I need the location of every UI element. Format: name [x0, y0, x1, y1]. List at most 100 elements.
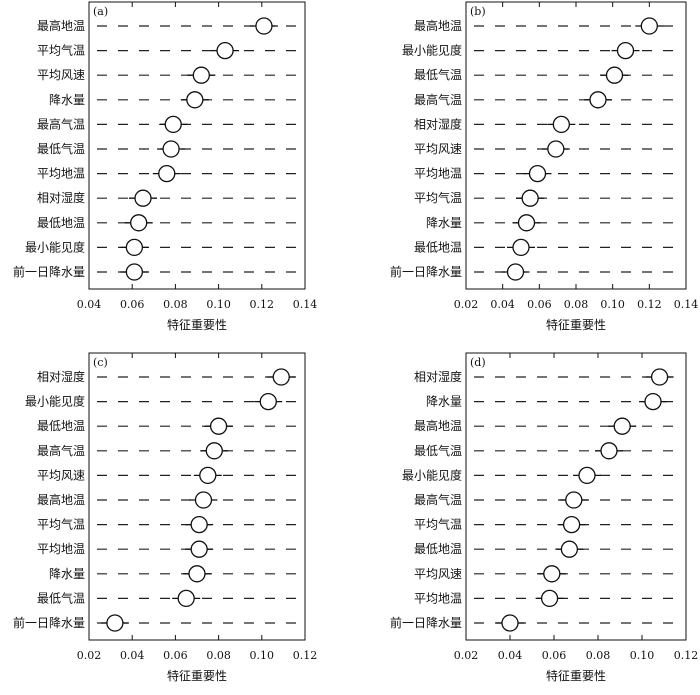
category-label: 最高气温 [37, 443, 85, 458]
category-label: 最高地温 [414, 18, 462, 33]
chart-panel-b: (b) 最高地温最小能见度最低气温最高气温相对湿度平均风速平均地温平均气温降水量最… [390, 1, 699, 332]
data-point [272, 368, 290, 386]
category-label: 相对湿度 [414, 116, 462, 131]
data-point [192, 66, 210, 84]
category-label: 最高气温 [414, 92, 462, 107]
category-label: 最低地温 [37, 216, 85, 230]
x-tick-label: 0.04 [77, 298, 102, 311]
x-tick-label: 0.04 [490, 298, 515, 311]
x-tick-label: 0.06 [120, 298, 145, 311]
category-label: 最低气温 [414, 67, 462, 82]
category-label: 平均地温 [414, 591, 462, 605]
category-label: 最低气温 [37, 141, 85, 156]
data-point [528, 164, 547, 183]
data-point [106, 614, 124, 632]
category-label: 降水量 [49, 93, 85, 107]
chart-panel-d: (d) 相对湿度降水量最高地温最低气温最小能见度最高气温平均气温最低地温平均风速平… [390, 352, 698, 683]
category-label: 最小能见度 [402, 467, 462, 482]
category-label: 最小能见度 [25, 239, 85, 254]
x-axis-label: 特征重要性 [546, 668, 606, 683]
panel-label: (a) [93, 5, 108, 18]
data-point [209, 417, 228, 435]
x-tick-label: 0.10 [600, 298, 625, 311]
x-tick-label: 0.12 [250, 298, 275, 311]
data-point [190, 540, 208, 558]
category-label: 降水量 [49, 567, 85, 581]
x-tick-label: 0.14 [293, 298, 318, 311]
data-point [205, 442, 223, 460]
x-tick-label: 0.14 [674, 298, 699, 311]
plot-frame [88, 1, 306, 290]
data-point [130, 214, 148, 232]
category-label: 相对湿度 [37, 190, 85, 205]
data-point [565, 491, 583, 509]
data-point [506, 263, 525, 281]
x-tick-label: 0.06 [527, 298, 552, 311]
x-tick-label: 0.04 [498, 649, 523, 662]
x-tick-label: 0.12 [637, 298, 662, 311]
panel-label: (c) [93, 356, 108, 369]
data-point [521, 189, 539, 207]
data-point [613, 417, 631, 435]
data-point [605, 66, 624, 84]
x-tick-label: 0.02 [77, 649, 102, 662]
category-label: 最高气温 [414, 492, 462, 507]
category-label: 平均气温 [37, 517, 85, 532]
category-label: 前一日降水量 [390, 264, 462, 279]
category-label: 相对湿度 [414, 369, 462, 384]
x-tick-label: 0.08 [206, 649, 231, 662]
data-point [125, 263, 144, 281]
category-label: 降水量 [426, 395, 462, 409]
data-point [501, 614, 519, 632]
x-axis-label: 特征重要性 [167, 668, 227, 683]
data-point [650, 368, 669, 386]
data-point [600, 442, 618, 460]
category-label: 最高地温 [414, 418, 462, 433]
data-point [188, 565, 206, 583]
data-point [547, 140, 565, 158]
data-point [578, 466, 596, 485]
data-point [589, 91, 607, 109]
category-label: 最小能见度 [402, 43, 462, 58]
panel-label: (b) [470, 5, 486, 18]
category-label: 平均风速 [37, 468, 85, 482]
x-tick-label: 0.08 [163, 298, 188, 311]
data-point [186, 91, 204, 109]
category-label: 平均气温 [37, 43, 85, 58]
panel-label: (d) [470, 356, 486, 369]
x-tick-label: 0.12 [293, 649, 318, 662]
x-tick-label: 0.02 [454, 298, 479, 311]
category-label: 最小能见度 [25, 394, 85, 409]
category-label: 平均气温 [414, 190, 462, 205]
plot-frame [465, 1, 687, 290]
data-point [125, 238, 144, 257]
category-label: 前一日降水量 [390, 615, 462, 630]
category-label: 平均地温 [414, 167, 462, 181]
x-tick-label: 0.08 [564, 298, 589, 311]
x-tick-label: 0.04 [120, 649, 145, 662]
category-label: 前一日降水量 [13, 264, 85, 279]
category-label: 最低气温 [414, 443, 462, 458]
x-tick-label: 0.10 [630, 649, 655, 662]
data-point [177, 589, 195, 608]
x-axis-label: 特征重要性 [546, 317, 606, 332]
data-point [560, 540, 579, 558]
chart-panel-a: (a) 最高地温平均气温平均风速降水量最高气温最低气温平均地温相对湿度最低地温最小… [13, 1, 318, 332]
data-point [162, 140, 180, 158]
plot-frame [465, 352, 687, 641]
category-label: 最低地温 [37, 419, 85, 433]
category-label: 最高地温 [37, 18, 85, 33]
plot-frame [88, 352, 306, 641]
category-label: 平均风速 [37, 68, 85, 82]
data-point [640, 17, 658, 35]
chart-panel-c: (c) 相对湿度最小能见度最低地温最高气温平均风速最高地温平均气温平均地温降水量最… [13, 352, 318, 683]
category-label: 相对湿度 [37, 369, 85, 384]
data-point [259, 392, 277, 411]
category-label: 最高气温 [37, 116, 85, 131]
x-tick-label: 0.08 [586, 649, 611, 662]
data-point [199, 466, 217, 485]
data-point [517, 214, 536, 232]
data-point [134, 189, 152, 207]
data-point [164, 115, 182, 134]
